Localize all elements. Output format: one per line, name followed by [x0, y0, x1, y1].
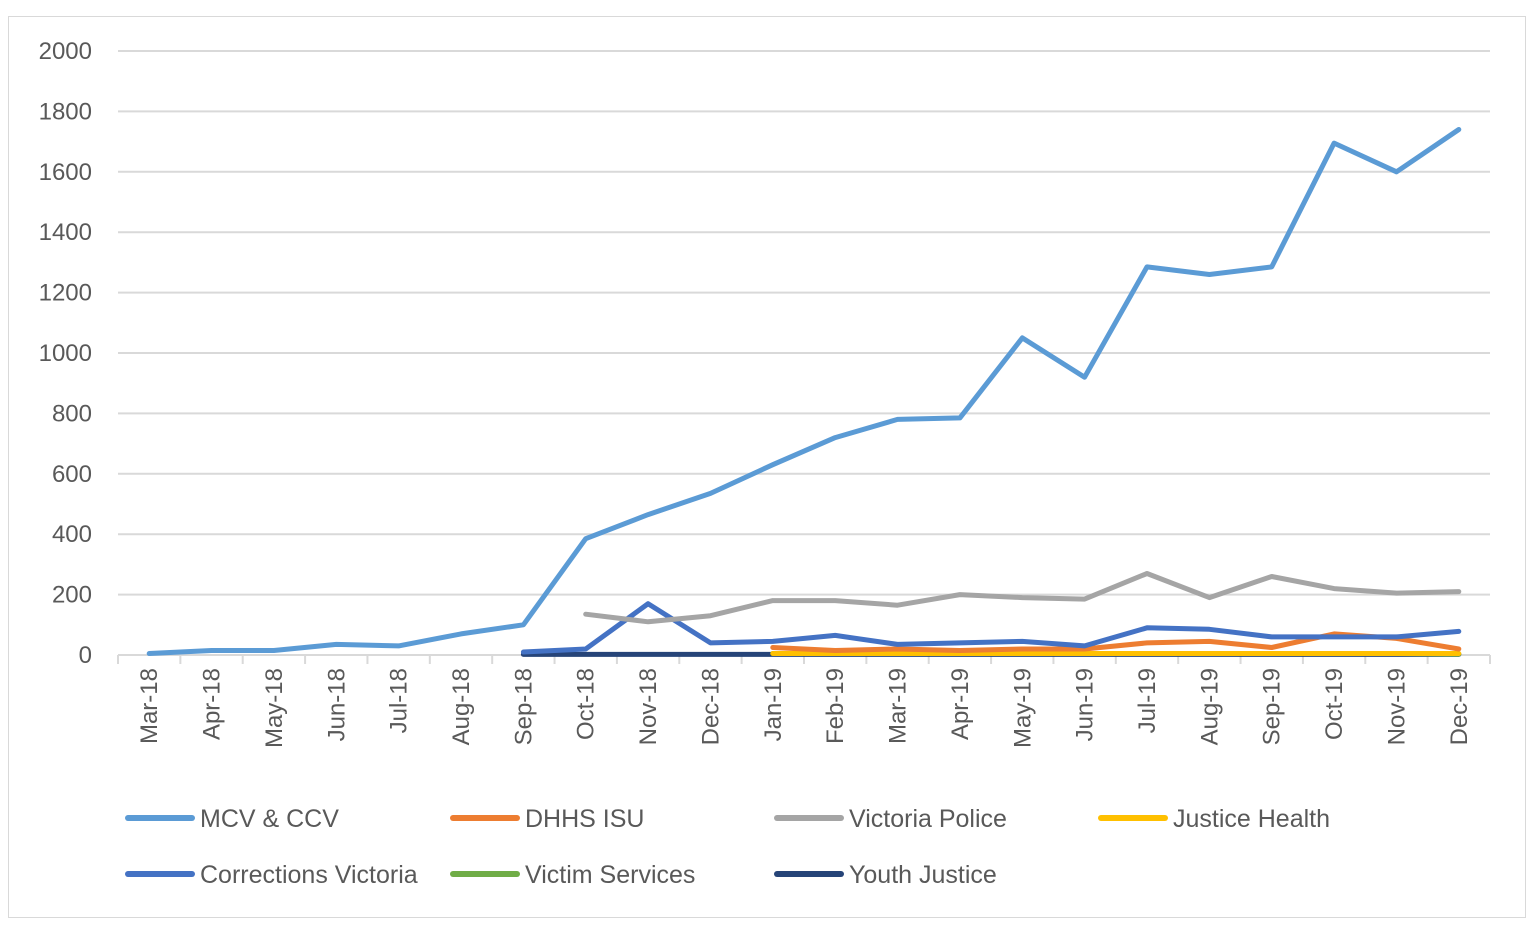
legend-item: Victim Services	[450, 861, 695, 889]
legend-item: DHHS ISU	[450, 805, 644, 833]
legend-item: MCV & CCV	[125, 805, 339, 833]
y-tick-label: 1800	[39, 98, 92, 125]
legend-label: Corrections Victoria	[200, 861, 418, 889]
x-tick-label: Aug-18	[448, 668, 475, 745]
x-tick-label: Jul-19	[1134, 668, 1161, 733]
legend-label: MCV & CCV	[200, 805, 339, 833]
series-line-victoria-police	[583, 571, 1462, 625]
x-tick-label: Oct-18	[573, 668, 600, 740]
y-tick-label: 800	[52, 400, 92, 427]
x-tick-label: Apr-19	[947, 668, 974, 740]
y-tick-label: 2000	[39, 38, 92, 65]
y-tick-label: 200	[52, 582, 92, 609]
x-tick-label: Dec-18	[697, 668, 724, 745]
x-tick-label: Mar-19	[885, 668, 912, 744]
y-tick-label: 600	[52, 461, 92, 488]
x-tick-label: Jun-19	[1072, 668, 1099, 741]
legend-item: Justice Health	[1098, 805, 1330, 833]
y-axis-ticks: 0 200 400 600 800 1000 1200 1400 1600 1800 2000	[39, 38, 92, 669]
y-tick-label: 1600	[39, 159, 92, 186]
y-tick-label: 1200	[39, 280, 92, 307]
series-lines	[146, 127, 1462, 657]
legend-label: Victim Services	[525, 861, 695, 889]
x-tick-label: Nov-19	[1383, 668, 1410, 745]
x-tick-label: Dec-19	[1446, 668, 1473, 745]
y-tick-label: 400	[52, 521, 92, 548]
legend-item: Youth Justice	[774, 861, 997, 889]
x-tick-label: Mar-18	[136, 668, 163, 744]
x-tick-label: Feb-19	[822, 668, 849, 744]
legend-label: DHHS ISU	[525, 805, 644, 833]
legend-item: Corrections Victoria	[125, 861, 418, 889]
x-tick-label: Sep-18	[510, 668, 537, 745]
gridlines	[118, 50, 1490, 596]
y-tick-label: 0	[79, 642, 92, 669]
x-tick-label: Aug-19	[1196, 668, 1223, 745]
x-tick-label: Jul-18	[386, 668, 413, 733]
y-tick-label: 1000	[39, 340, 92, 367]
x-tick-label: May-19	[1009, 668, 1036, 748]
x-tick-label: Apr-18	[199, 668, 226, 740]
legend-label: Youth Justice	[849, 861, 997, 889]
y-tick-label: 1400	[39, 219, 92, 246]
x-tick-label: Jun-18	[323, 668, 350, 741]
x-tick-label: Oct-19	[1321, 668, 1348, 740]
legend-label: Justice Health	[1173, 805, 1330, 833]
x-tick-label: Nov-18	[635, 668, 662, 745]
legend-label: Victoria Police	[849, 805, 1007, 833]
x-tick-label: Jan-19	[760, 668, 787, 741]
legend: MCV & CCV DHHS ISU Victoria Police Justice …	[125, 805, 1330, 889]
x-tick-label: May-18	[261, 668, 288, 748]
series-line-mcv-ccv	[146, 127, 1462, 656]
x-tick-label: Sep-19	[1259, 668, 1286, 745]
series-line-corrections-victoria	[520, 601, 1462, 655]
x-axis: Mar-18 Apr-18 May-18 Jun-18 Jul-18 Aug-18 Sep-…	[117, 654, 1491, 748]
legend-item: Victoria Police	[774, 805, 1007, 833]
